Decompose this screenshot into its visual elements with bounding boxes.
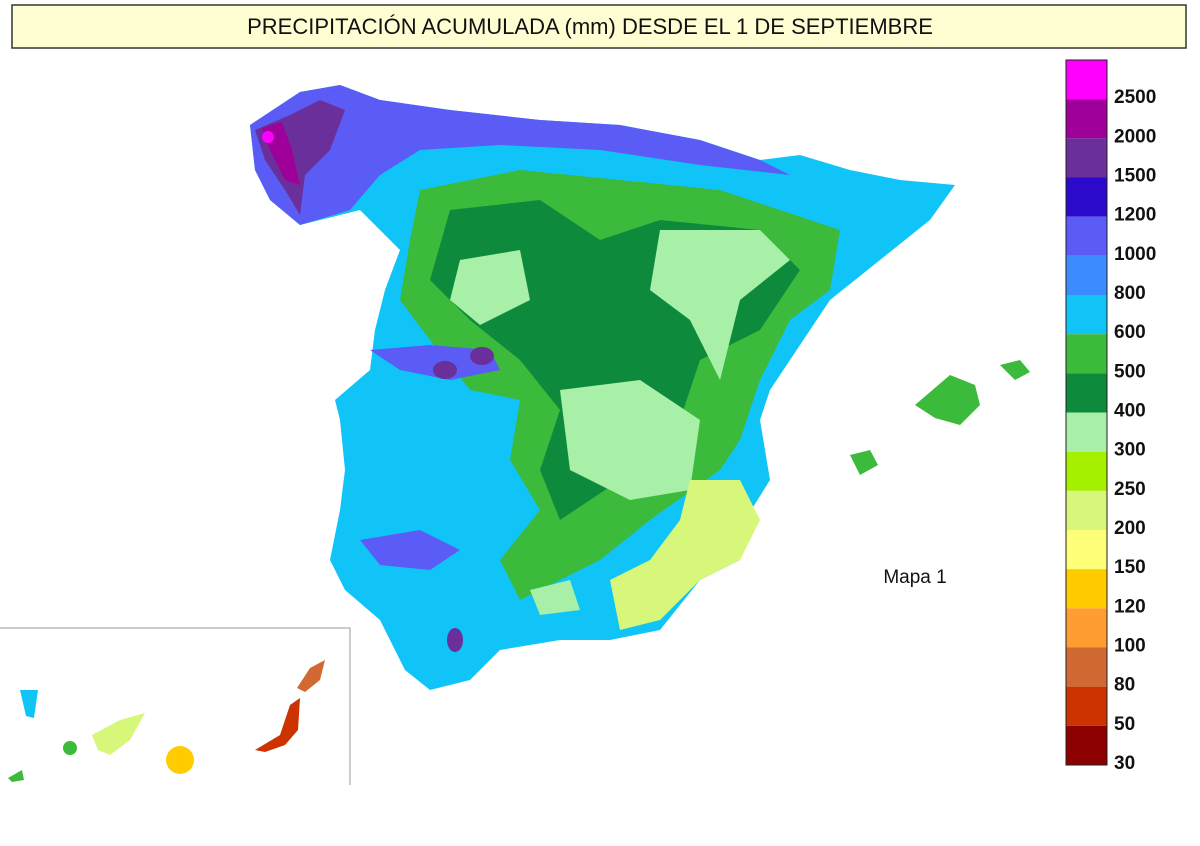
legend-swatch [1066, 686, 1107, 726]
legend-label: 150 [1114, 557, 1146, 578]
legend-swatch [1066, 255, 1107, 295]
legend-swatch [1066, 177, 1107, 217]
legend-label: 600 [1114, 322, 1146, 343]
legend-swatch [1066, 138, 1107, 178]
legend-label: 250 [1114, 479, 1146, 500]
legend-label: 50 [1114, 714, 1135, 735]
legend-swatch [1066, 569, 1107, 609]
legend-label: 80 [1114, 675, 1135, 696]
legend-swatch [1066, 451, 1107, 491]
legend-swatch [1066, 60, 1107, 100]
legend: 2500 2000 1500 1200 1000 800 600 500 400 300 250 20… [1065, 59, 1156, 774]
legend-swatch [1066, 373, 1107, 413]
legend-label: 120 [1114, 596, 1146, 617]
legend-swatch [1066, 295, 1107, 335]
legend-swatch [1066, 608, 1107, 648]
balearic-islands [850, 360, 1030, 475]
legend-label: 2000 [1114, 126, 1156, 147]
legend-label: 100 [1114, 636, 1146, 657]
map-label: Mapa 1 [883, 567, 946, 588]
legend-swatch [1066, 530, 1107, 570]
legend-label: 800 [1114, 283, 1146, 304]
map-title: PRECIPITACIÓN ACUMULADA (mm) DESDE EL 1 … [247, 14, 933, 39]
canary-inset [0, 627, 351, 785]
legend-swatch [1066, 216, 1107, 256]
legend-label: 1500 [1114, 166, 1156, 187]
legend-label: 300 [1114, 440, 1146, 461]
legend-swatch [1066, 412, 1107, 452]
legend-label: 2500 [1114, 87, 1156, 108]
title-box [11, 4, 1187, 49]
peninsula-map [250, 85, 955, 690]
legend-swatch [1066, 725, 1107, 765]
legend-label: 200 [1114, 518, 1146, 539]
legend-frame [1065, 59, 1108, 766]
legend-swatch [1066, 334, 1107, 374]
legend-label: 1200 [1114, 205, 1156, 226]
legend-swatch [1066, 647, 1107, 687]
legend-label: 500 [1114, 361, 1146, 382]
legend-swatch [1066, 490, 1107, 530]
legend-label: 30 [1114, 753, 1135, 774]
legend-swatch [1066, 99, 1107, 139]
legend-label: 1000 [1114, 244, 1156, 265]
legend-label: 400 [1114, 401, 1146, 422]
